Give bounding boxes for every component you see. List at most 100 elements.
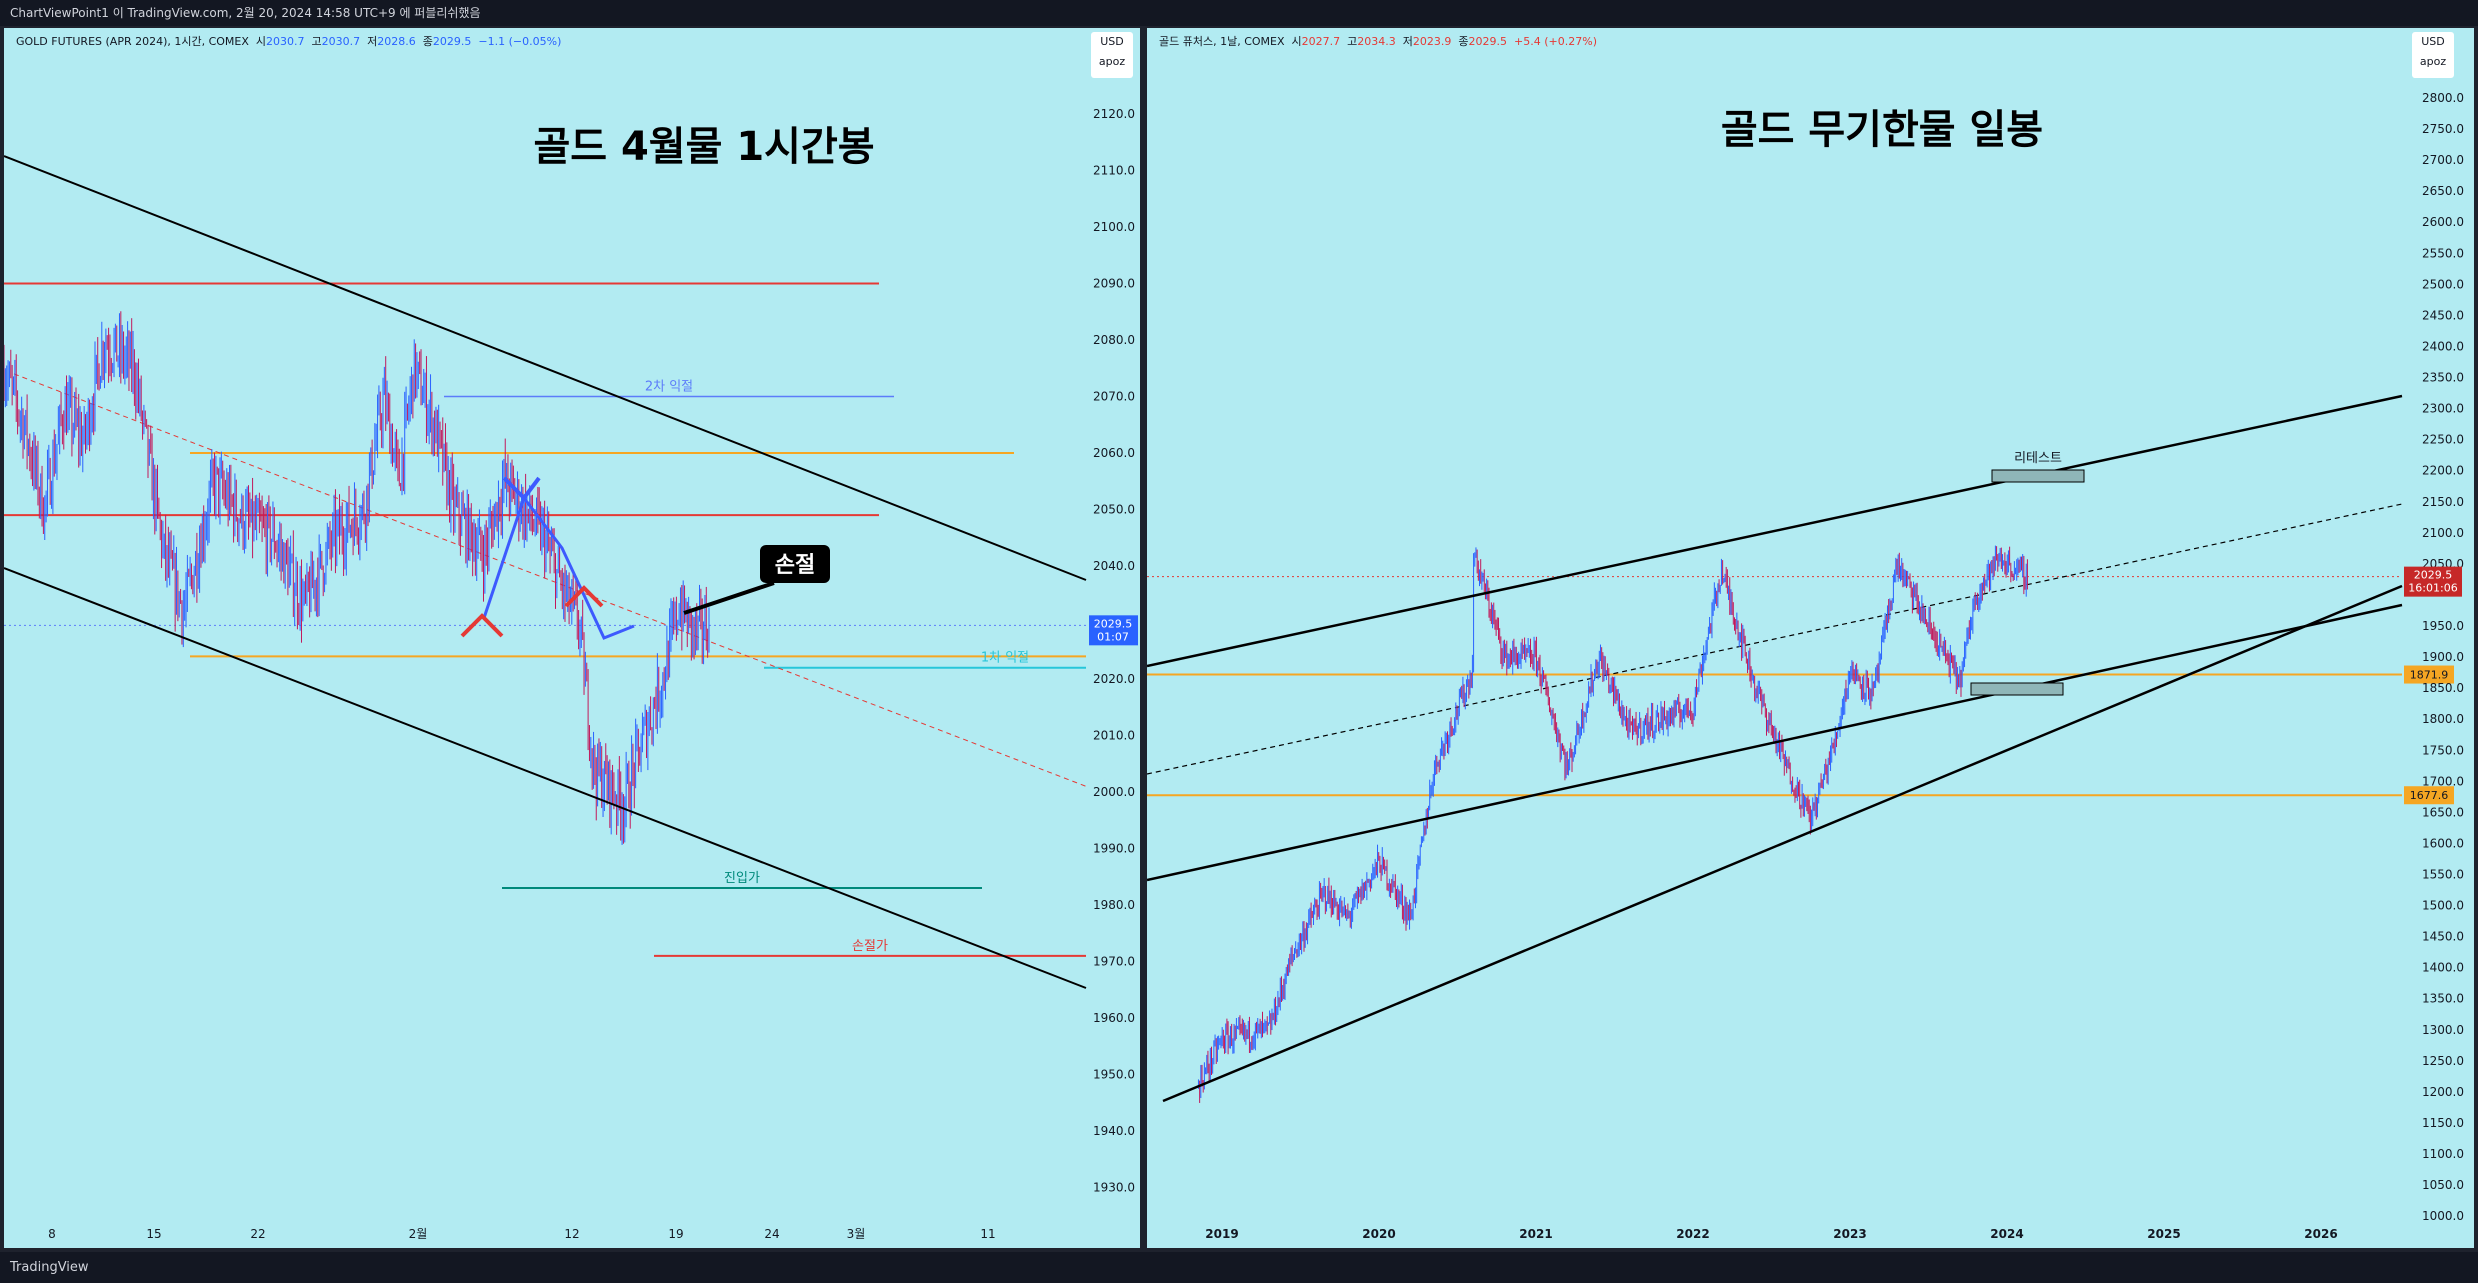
y-tick-label: 1900.0 <box>2422 650 2464 664</box>
y-tick-label: 2250.0 <box>2422 433 2464 447</box>
upper-channel-line <box>4 155 1087 581</box>
level-tag-1871.9 <box>2404 665 2454 684</box>
right-symbol: 골드 퓨처스, 1날, COMEX <box>1159 35 1285 48</box>
x-mark-bottom-1 <box>460 613 504 638</box>
x-mark-bottom-2 <box>564 585 604 608</box>
y-tick-label: 1970.0 <box>1093 955 1135 969</box>
x-tick-label: 2022 <box>1676 1227 1709 1241</box>
x-tick-label: 24 <box>764 1227 779 1241</box>
y-tick-label: 2010.0 <box>1093 729 1135 743</box>
y-tick-label: 2700.0 <box>2422 153 2464 167</box>
callout-box <box>760 545 830 583</box>
y-tick-label: 1960.0 <box>1093 1011 1135 1025</box>
x-tick-label: 11 <box>980 1227 995 1241</box>
left-ohlc-legend: GOLD FUTURES (APR 2024), 1시간, COMEX 시203… <box>16 33 561 49</box>
y-tick-label: 2100.0 <box>1093 220 1135 234</box>
chart-title-left: 골드 4월물 1시간봉 <box>533 124 874 170</box>
x-tick-label: 19 <box>668 1227 683 1241</box>
y-tick-label: 1600.0 <box>2422 836 2464 850</box>
right-chart-canvas[interactable]: 1871.9 1677.6 리테스트 골드 무기한물 일봉 2800.0 2750.0 27… <box>1147 28 2474 1248</box>
left-chart-panel[interactable]: 2차 익절 1차 익절 진입가 손절가 손절 골드 4월물 1시간봉 2120.0 2110.… <box>4 28 1140 1248</box>
y-tick-label: 2100.0 <box>2422 526 2464 540</box>
y-tick-label: 1800.0 <box>2422 712 2464 726</box>
y-tick-label: 2300.0 <box>2422 402 2464 416</box>
level-tag-value-1677.6: 1677.6 <box>2410 789 2449 802</box>
y-tick-label: 2020.0 <box>1093 672 1135 686</box>
y-tick-label: 1100.0 <box>2422 1147 2464 1161</box>
y-tick-label: 2000.0 <box>1093 785 1135 799</box>
left-close: 2029.5 <box>432 35 472 48</box>
left-open-label: 시 <box>255 35 267 48</box>
y-tick-label: 2750.0 <box>2422 122 2464 136</box>
y-tick-label: 2200.0 <box>2422 464 2464 478</box>
y-tick-label: 2050.0 <box>1093 503 1135 517</box>
left-currency-box[interactable]: USD apoz <box>1091 32 1133 78</box>
level-label-2070: 2차 익절 <box>645 380 693 395</box>
level-tag-1677.6 <box>2404 786 2454 805</box>
x-tick-label: 2023 <box>1833 1227 1866 1241</box>
y-tick-label: 1980.0 <box>1093 898 1135 912</box>
x-tick-label: 2020 <box>1362 1227 1395 1241</box>
x-tick-label: 15 <box>146 1227 161 1241</box>
level-tag-value-1871.9: 1871.9 <box>2410 669 2449 682</box>
x-tick-label: 2026 <box>2304 1227 2337 1241</box>
lower-channel-line <box>4 567 1087 989</box>
y-tick-label: 2400.0 <box>2422 339 2464 353</box>
y-tick-label: 1300.0 <box>2422 1023 2464 1037</box>
x-tick-label: 22 <box>250 1227 265 1241</box>
y-tick-label: 1550.0 <box>2422 868 2464 882</box>
y-tick-label: 2090.0 <box>1093 277 1135 291</box>
right-chart-panel[interactable]: 1871.9 1677.6 리테스트 골드 무기한물 일봉 2800.0 2750.0 27… <box>1147 28 2474 1248</box>
y-tick-label: 1050.0 <box>2422 1178 2464 1192</box>
footer-bar: TradingView <box>0 1252 2478 1283</box>
y-tick-label: 1450.0 <box>2422 930 2464 944</box>
right-open-label: 시 <box>1291 35 1302 48</box>
left-scale-mode: apoz <box>1098 55 1126 68</box>
y-tick-label: 1250.0 <box>2422 1054 2464 1068</box>
right-close: 2029.5 <box>1468 35 1508 48</box>
x-tick-label: 3월 <box>847 1227 866 1241</box>
callout-label: 손절 <box>775 553 815 578</box>
x-tick-label: 2021 <box>1519 1227 1552 1241</box>
y-tick-label: 2650.0 <box>2422 184 2464 198</box>
y-tick-label: 2500.0 <box>2422 277 2464 291</box>
right-currency: USD <box>2421 35 2445 48</box>
y-tick-label: 2800.0 <box>2422 91 2464 105</box>
y-tick-label: 2550.0 <box>2422 246 2464 260</box>
retest-box-bottom <box>1970 682 2064 696</box>
y-tick-label: 1400.0 <box>2422 961 2464 975</box>
retest-label: 리테스트 <box>2014 451 2062 466</box>
y-tick-label: 2060.0 <box>1093 446 1135 460</box>
y-tick-label: 1950.0 <box>1093 1068 1135 1082</box>
x-mark-top <box>502 476 541 502</box>
y-tick-label: 1000.0 <box>2422 1209 2464 1223</box>
dashed-midline <box>1147 503 2403 775</box>
right-open: 2027.7 <box>1301 35 1341 48</box>
y-tick-label: 1850.0 <box>2422 681 2464 695</box>
x-tick-label: 12 <box>564 1227 579 1241</box>
zigzag-path <box>482 494 635 640</box>
left-symbol: GOLD FUTURES (APR 2024), 1시간, COMEX <box>16 35 249 48</box>
last-price-timer: 01:07 <box>1097 630 1129 643</box>
y-tick-label: 2150.0 <box>2422 495 2464 509</box>
level-label-1983: 진입가 <box>724 871 760 886</box>
left-low-label: 저 <box>367 35 378 48</box>
right-low: 2023.9 <box>1412 35 1452 48</box>
level-label-2022: 1차 익절 <box>981 651 1029 666</box>
y-tick-label: 1930.0 <box>1093 1181 1135 1195</box>
x-tick-label: 2024 <box>1990 1227 2023 1241</box>
y-tick-label: 2600.0 <box>2422 215 2464 229</box>
right-currency-box[interactable]: USD apoz <box>2412 32 2454 78</box>
left-close-label: 종 <box>422 35 433 48</box>
left-high: 2030.7 <box>321 35 361 48</box>
y-tick-label: 2350.0 <box>2422 371 2464 385</box>
left-change: −1.1 (−0.05%) <box>478 35 562 48</box>
tradingview-logo[interactable]: TradingView <box>10 1260 89 1275</box>
right-high-label: 고 <box>1347 35 1358 48</box>
left-open: 2030.7 <box>266 35 305 48</box>
y-tick-label: 2040.0 <box>1093 559 1135 573</box>
right-ohlc-legend: 골드 퓨처스, 1날, COMEX 시2027.7 고2034.3 저2023.… <box>1159 33 1597 49</box>
callout-pointer <box>683 581 775 615</box>
y-tick-label: 1500.0 <box>2422 899 2464 913</box>
